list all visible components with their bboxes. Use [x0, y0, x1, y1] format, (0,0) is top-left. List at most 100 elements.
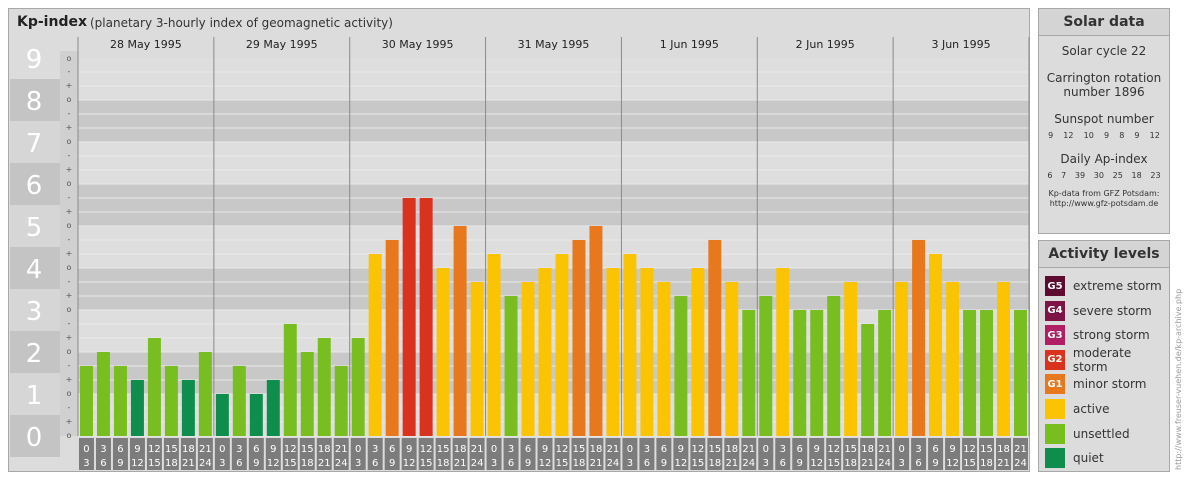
activity-level-swatch — [1045, 423, 1065, 444]
interval-end-label: 24 — [335, 458, 348, 469]
y-axis-band — [10, 163, 60, 205]
kp-bar — [980, 310, 994, 436]
interval-end-label: 9 — [661, 458, 667, 469]
kp-bar — [232, 365, 246, 436]
day-header-bg — [757, 37, 894, 51]
interval-start-label: 21 — [742, 444, 755, 455]
interval-label-bg — [248, 438, 264, 470]
interval-end-label: 12 — [810, 458, 823, 469]
sub-tick: o — [67, 347, 72, 356]
ap-index-value: 23 — [1150, 171, 1161, 180]
interval-label-bg — [656, 438, 672, 470]
activity-level-swatch: G1 — [1045, 374, 1065, 395]
interval-end-label: 21 — [725, 458, 738, 469]
kp-bar — [691, 268, 705, 436]
kp-bar — [181, 380, 195, 436]
interval-end-label: 3 — [83, 458, 89, 469]
interval-label-bg — [197, 438, 213, 470]
interval-label-bg — [639, 438, 655, 470]
kp-bar — [80, 365, 93, 436]
interval-start-label: 15 — [165, 444, 178, 455]
interval-end-label: 3 — [763, 458, 769, 469]
interval-end-label: 6 — [100, 458, 106, 469]
kp-bar — [793, 310, 807, 436]
kp-bar — [895, 281, 909, 436]
kp-bar — [334, 365, 348, 436]
interval-start-label: 15 — [437, 444, 450, 455]
y-axis-band — [10, 331, 60, 373]
kp-bar — [419, 197, 433, 436]
day-label: 31 May 1995 — [518, 38, 590, 51]
activity-level-item: active — [1045, 399, 1109, 419]
data-credit-link[interactable]: http://www.gfz-potsdam.de — [1049, 199, 1159, 208]
y-tick-label: 6 — [26, 171, 43, 201]
kp-bar — [606, 268, 620, 436]
interval-label-bg — [792, 438, 808, 470]
y-axis-band — [10, 121, 60, 163]
interval-start-label: 6 — [797, 444, 803, 455]
interval-label-bg — [214, 438, 230, 470]
interval-end-label: 18 — [844, 458, 857, 469]
interval-end-label: 15 — [148, 458, 161, 469]
interval-start-label: 12 — [420, 444, 433, 455]
interval-end-label: 9 — [253, 458, 259, 469]
day-header-bg — [349, 37, 486, 51]
interval-end-label: 12 — [539, 458, 552, 469]
kp-bar — [1014, 310, 1027, 436]
interval-start-label: 12 — [963, 444, 976, 455]
activity-level-item: unsettled — [1045, 423, 1130, 444]
interval-start-label: 21 — [199, 444, 212, 455]
interval-label-bg — [486, 438, 502, 470]
ap-index-value: 25 — [1112, 171, 1123, 180]
interval-start-label: 18 — [454, 444, 467, 455]
interval-label-bg — [537, 438, 553, 470]
interval-start-label: 3 — [100, 444, 106, 455]
kp-bar — [861, 323, 875, 436]
kp-bar — [640, 268, 654, 436]
sub-tick: - — [68, 319, 71, 328]
sub-tick: - — [68, 67, 71, 76]
kp-bar — [96, 352, 110, 436]
interval-label-bg — [928, 438, 944, 470]
interval-label-bg — [79, 438, 94, 470]
interval-start-label: 9 — [949, 444, 955, 455]
interval-end-label: 21 — [454, 458, 467, 469]
day-label: 2 Jun 1995 — [796, 38, 855, 51]
interval-start-label: 0 — [355, 444, 361, 455]
solar-data-heading: Solar data — [1039, 9, 1169, 36]
interval-start-label: 3 — [915, 444, 921, 455]
kp-bar — [147, 338, 161, 436]
kp-bar — [963, 310, 977, 436]
kp-bar — [555, 254, 569, 436]
interval-label-bg — [299, 438, 315, 470]
kp-bar — [572, 239, 586, 436]
interval-start-label: 0 — [898, 444, 904, 455]
interval-label-bg — [180, 438, 196, 470]
activity-level-item: G4 severe storm — [1045, 300, 1152, 321]
y-tick-label: 5 — [26, 213, 43, 243]
interval-start-label: 9 — [270, 444, 276, 455]
kp-bar — [487, 254, 501, 436]
interval-start-label: 18 — [861, 444, 874, 455]
activity-level-item: G2 moderate storm — [1045, 346, 1169, 374]
sub-tick: o — [67, 431, 72, 440]
interval-start-label: 0 — [83, 444, 89, 455]
kp-band-7 — [78, 100, 1029, 142]
solar-cycle: Solar cycle 22 — [1061, 44, 1147, 58]
interval-start-label: 15 — [980, 444, 993, 455]
activity-level-swatch — [1045, 399, 1065, 419]
interval-start-label: 0 — [219, 444, 225, 455]
day-header-bg — [893, 37, 1029, 51]
interval-end-label: 24 — [471, 458, 484, 469]
sunspot-value: 10 — [1083, 131, 1094, 140]
interval-start-label: 3 — [372, 444, 378, 455]
interval-end-label: 21 — [861, 458, 874, 469]
interval-end-label: 24 — [607, 458, 620, 469]
interval-label-bg — [146, 438, 162, 470]
interval-end-label: 15 — [420, 458, 433, 469]
activity-level-swatch: G4 — [1045, 300, 1065, 321]
sub-tick: - — [68, 193, 71, 202]
interval-start-label: 0 — [491, 444, 497, 455]
sub-tick: o — [67, 263, 72, 272]
interval-label-bg — [554, 438, 570, 470]
